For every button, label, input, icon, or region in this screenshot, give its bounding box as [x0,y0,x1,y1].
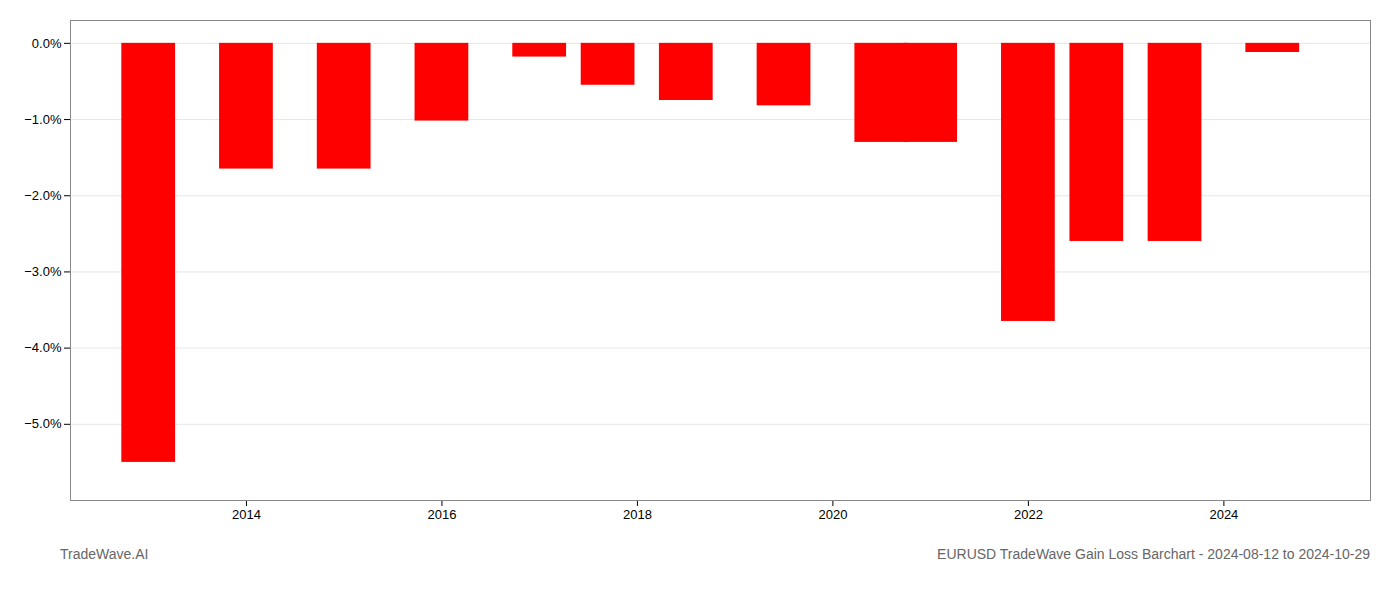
svg-text:2022: 2022 [1014,507,1043,522]
svg-text:−2.0%: −2.0% [24,188,62,203]
svg-text:0.0%: 0.0% [32,36,62,51]
html-text:TradeWave.AI: TradeWave.AI [60,546,149,562]
svg-text:−4.0%: −4.0% [24,340,62,355]
svg-text:2024: 2024 [1209,507,1238,522]
svg-text:2020: 2020 [818,507,847,522]
svg-text:2014: 2014 [232,507,261,522]
html-text:EURUSD TradeWave Gain Loss Bar: EURUSD TradeWave Gain Loss Barchart - 20… [937,546,1370,562]
svg-text:2018: 2018 [623,507,652,522]
svg-text:−1.0%: −1.0% [24,112,62,127]
svg-text:−3.0%: −3.0% [24,264,62,279]
svg-text:−5.0%: −5.0% [24,416,62,431]
svg-text:2016: 2016 [427,507,456,522]
